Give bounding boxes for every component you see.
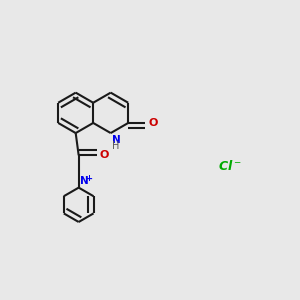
Text: N: N (80, 176, 89, 186)
Text: O: O (148, 118, 158, 128)
Text: H: H (112, 141, 120, 152)
Text: N: N (112, 134, 121, 145)
Text: Cl$^-$: Cl$^-$ (218, 159, 242, 173)
Text: +: + (85, 174, 92, 183)
Text: O: O (100, 150, 109, 160)
